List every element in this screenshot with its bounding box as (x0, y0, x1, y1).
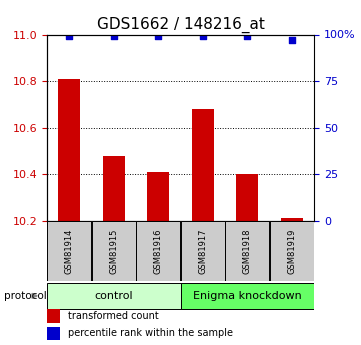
Point (111, 33, 117, 39)
Bar (147, 172, 169, 221)
Text: transformed count: transformed count (68, 311, 159, 321)
Text: Enigma knockdown: Enigma knockdown (193, 291, 302, 301)
Point (155, 33, 161, 39)
Bar (47, 327, 60, 340)
Point (66, 33, 72, 39)
Text: GSM81917: GSM81917 (198, 228, 207, 274)
Bar (47, 309, 60, 323)
Point (289, 37, 295, 43)
Text: control: control (95, 291, 133, 301)
Text: protocol: protocol (4, 291, 46, 301)
Bar (236, 174, 258, 221)
Bar (192, 109, 214, 221)
Bar (58, 79, 80, 221)
FancyBboxPatch shape (92, 221, 136, 280)
Text: GSM81916: GSM81916 (154, 228, 163, 274)
FancyBboxPatch shape (180, 221, 225, 280)
Text: GSM81914: GSM81914 (65, 228, 74, 274)
Text: percentile rank within the sample: percentile rank within the sample (68, 328, 233, 338)
Text: GSM81915: GSM81915 (109, 228, 118, 274)
FancyBboxPatch shape (136, 221, 180, 280)
Text: GSM81918: GSM81918 (243, 228, 252, 274)
FancyBboxPatch shape (270, 221, 314, 280)
Text: GSM81919: GSM81919 (287, 228, 296, 274)
Point (200, 33, 206, 39)
Title: GDS1662 / 148216_at: GDS1662 / 148216_at (96, 17, 265, 33)
FancyBboxPatch shape (47, 221, 91, 280)
FancyBboxPatch shape (47, 283, 180, 309)
FancyBboxPatch shape (225, 221, 269, 280)
Point (244, 33, 250, 39)
Bar (103, 156, 125, 221)
FancyBboxPatch shape (180, 283, 314, 309)
Bar (280, 218, 303, 221)
